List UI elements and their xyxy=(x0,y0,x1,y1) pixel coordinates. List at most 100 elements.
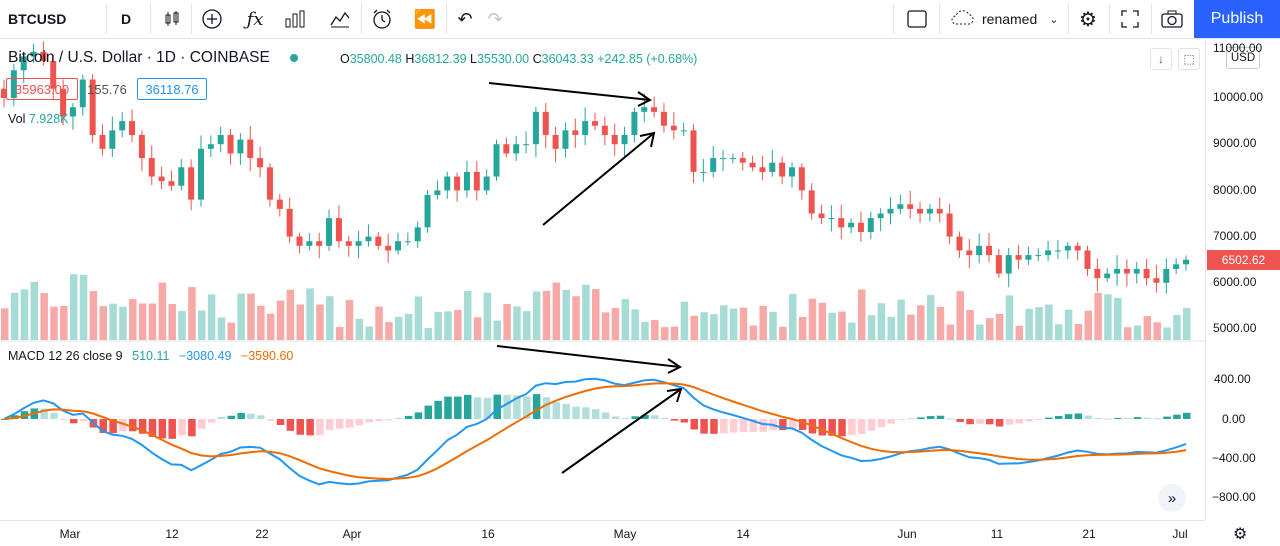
macd-hist-bar xyxy=(936,415,945,419)
symbol-search-button[interactable]: BTCUSD xyxy=(8,11,67,27)
macd-hist-bar xyxy=(966,419,974,425)
macd-hist-bar xyxy=(1153,418,1161,420)
macd-hist-bar xyxy=(956,419,964,422)
layout-icon[interactable] xyxy=(898,0,936,38)
macd-hist-bar xyxy=(887,419,895,424)
macd-hist-bar xyxy=(335,419,344,429)
candle-body xyxy=(621,134,628,145)
fx-icon[interactable]: ƒx xyxy=(246,8,264,30)
volume-bar xyxy=(1173,314,1181,340)
toolbar-divider xyxy=(1151,4,1152,34)
volume-bar xyxy=(276,300,285,340)
time-tick: 21 xyxy=(1082,527,1096,541)
volume-bar xyxy=(375,306,383,340)
volume-bar xyxy=(1084,310,1092,340)
volume-bar xyxy=(257,305,265,340)
fullscreen-icon[interactable] xyxy=(1111,0,1149,38)
volume-bar xyxy=(404,313,413,340)
scale-settings-gear-icon[interactable]: ⚙ xyxy=(1233,526,1248,543)
macd-hist-bar xyxy=(995,419,1004,427)
candle-body xyxy=(1143,268,1150,279)
volume-bar xyxy=(720,305,728,340)
volume-bar xyxy=(473,317,482,340)
candle-body xyxy=(237,139,244,154)
time-tick: 22 xyxy=(255,527,269,541)
macd-hist-bar xyxy=(463,394,472,419)
macd-hist-bar xyxy=(1025,419,1033,422)
change-value: +242.85 (+0.68%) xyxy=(597,52,698,66)
macd-hist-bar xyxy=(857,419,866,435)
macd-tick: 400.00 xyxy=(1214,372,1251,386)
scale-down-icon[interactable]: ↓ xyxy=(1150,48,1172,70)
candle-body xyxy=(611,134,618,145)
toolbar-divider xyxy=(1068,4,1069,34)
volume-bar xyxy=(828,312,836,340)
volume-bar xyxy=(917,305,925,340)
volume-bar xyxy=(89,290,98,340)
volume-bar xyxy=(286,289,295,340)
toolbar-divider xyxy=(150,4,151,34)
chart-canvas[interactable] xyxy=(0,40,1205,520)
candle-body xyxy=(946,213,953,237)
candles-icon[interactable] xyxy=(153,0,191,38)
volume-legend[interactable]: Vol 7.928K xyxy=(8,112,69,126)
candle-body xyxy=(1123,268,1130,274)
candle-body xyxy=(89,79,96,135)
macd-hist-bar xyxy=(355,419,364,426)
volume-bar xyxy=(109,303,117,340)
time-scale[interactable] xyxy=(0,520,1205,546)
volume-bar xyxy=(523,311,531,340)
bars-icon[interactable] xyxy=(276,0,314,38)
currency-label[interactable]: USD xyxy=(1226,47,1260,69)
candle-body xyxy=(1163,268,1170,283)
candle-body xyxy=(1,88,7,98)
gear-icon[interactable]: ⚙ xyxy=(1079,8,1097,31)
candle-body xyxy=(365,236,372,242)
macd-hist-bar xyxy=(926,416,935,419)
time-tick: Mar xyxy=(59,527,81,541)
macd-hist-bar xyxy=(582,407,590,419)
price-scale[interactable] xyxy=(1205,40,1280,520)
candle-body xyxy=(454,176,461,191)
macd-hist-bar xyxy=(779,419,787,431)
candle-body xyxy=(1074,245,1081,251)
arrow-line xyxy=(542,132,655,226)
symbol-legend[interactable]: Bitcoin / U.S. Dollar · 1D · COINBASE xyxy=(8,49,298,67)
candle-body xyxy=(404,241,411,243)
macd-legend[interactable]: MACD 12 26 close 9 510.11 −3080.49 −3590… xyxy=(8,349,293,363)
macd-hist-bar xyxy=(946,418,955,420)
sell-price-button[interactable]: 35963.00 xyxy=(6,78,78,100)
candle-body xyxy=(306,241,313,246)
volume-bar xyxy=(818,302,827,340)
buy-price-button[interactable]: 36118.76 xyxy=(137,78,207,100)
camera-icon[interactable] xyxy=(1153,0,1191,38)
maximize-pane-icon[interactable]: ⬚ xyxy=(1178,48,1200,70)
candle-body xyxy=(926,208,933,214)
candle-body xyxy=(877,213,884,219)
candle-body xyxy=(670,125,677,131)
scroll-to-realtime-button[interactable]: » xyxy=(1158,484,1186,512)
templates-icon[interactable] xyxy=(321,0,359,38)
add-indicator-icon[interactable] xyxy=(193,0,231,38)
interval-button[interactable]: D xyxy=(120,11,132,27)
layout-name-button[interactable]: renamed ⌄ xyxy=(946,0,1072,38)
candle-body xyxy=(266,167,273,200)
redo-icon[interactable]: ↷ xyxy=(487,8,503,29)
macd-hist-bar xyxy=(1094,417,1102,419)
volume-bar xyxy=(798,316,807,340)
volume-bar xyxy=(936,306,945,340)
publish-button[interactable]: Publish xyxy=(1194,0,1280,38)
replay-icon[interactable]: ⏪ xyxy=(413,8,437,29)
macd-histogram xyxy=(1,394,1191,439)
macd-hist-bar xyxy=(986,419,994,425)
volume-bar xyxy=(483,292,492,340)
undo-icon[interactable]: ↶ xyxy=(457,8,473,29)
alert-icon[interactable] xyxy=(363,0,401,38)
candle-body xyxy=(493,144,500,177)
candle-body xyxy=(700,171,707,173)
candle-body xyxy=(1084,250,1091,269)
macd-hist-bar xyxy=(818,419,827,436)
candle-body xyxy=(188,167,195,200)
candle-body xyxy=(276,199,283,209)
candle-body xyxy=(1114,268,1121,274)
